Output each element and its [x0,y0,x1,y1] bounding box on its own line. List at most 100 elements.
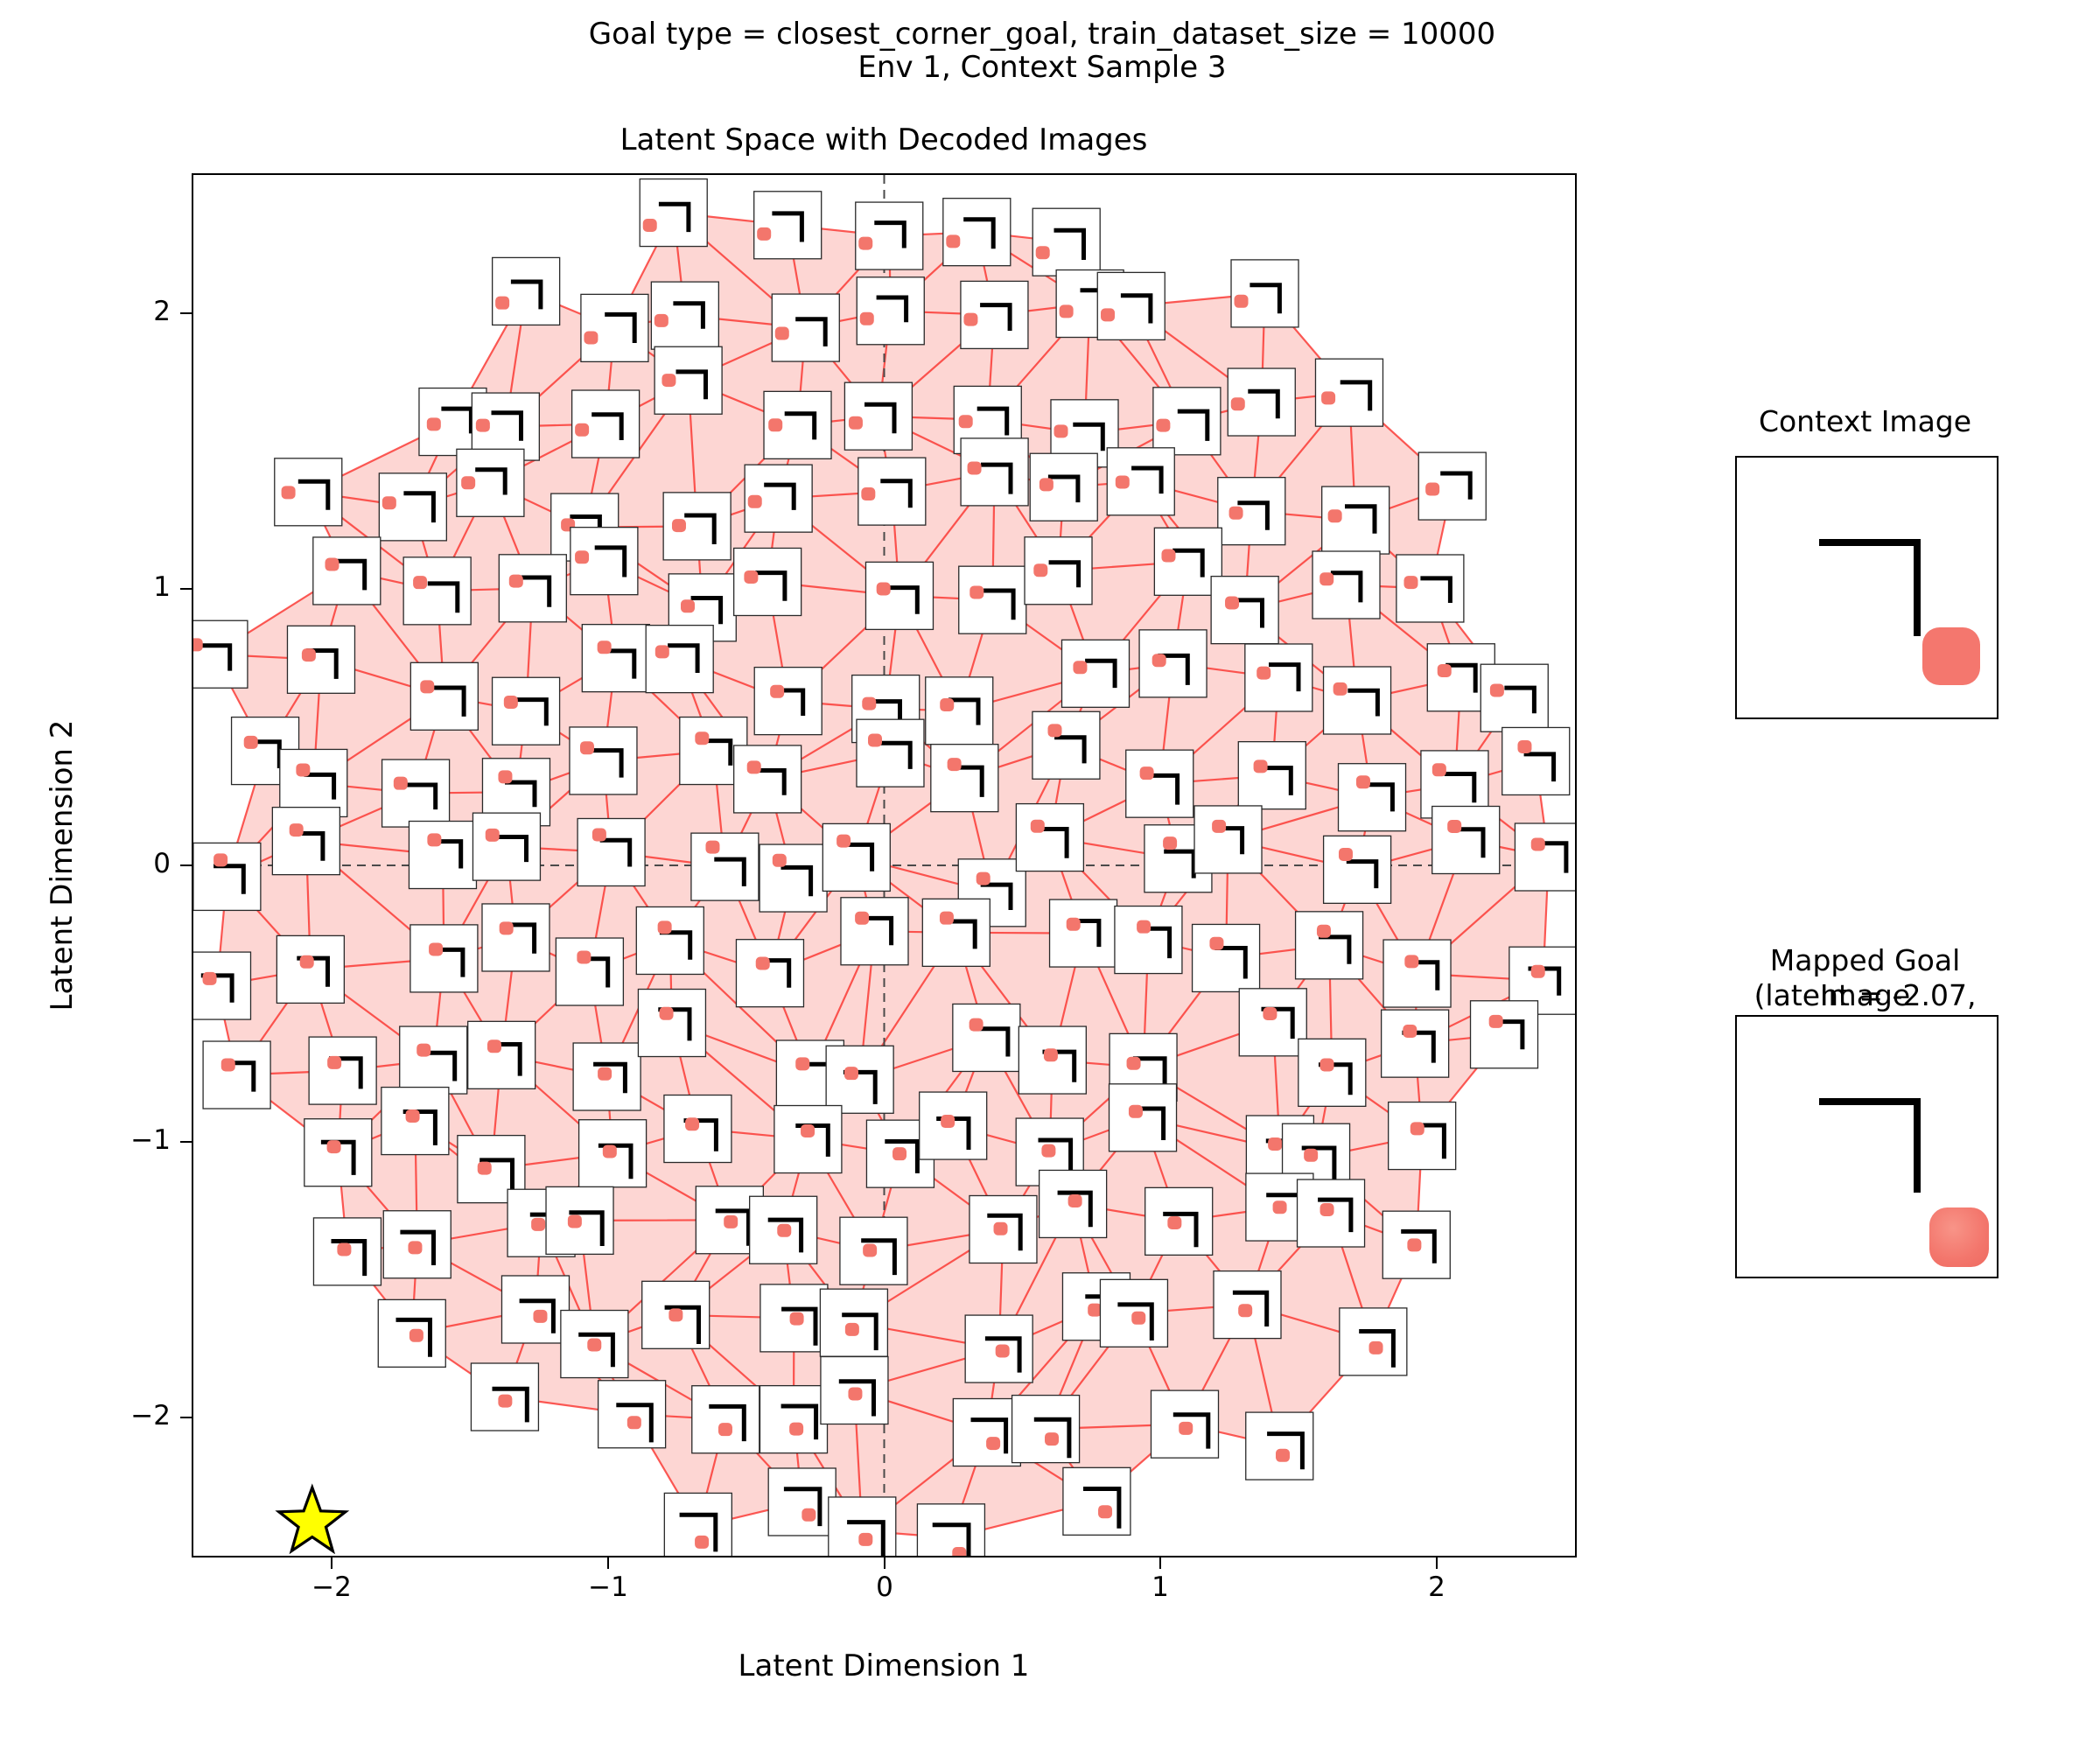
thumbnail-frame [1191,923,1261,993]
thumbnail-frame [1244,643,1313,712]
mapped-goal-image-panel [1735,1015,1998,1278]
corner-wall-glyph [298,479,331,510]
object-dot [413,576,428,590]
goal-star-marker [275,1483,350,1555]
corner-wall-glyph [304,772,337,800]
corner-wall-glyph [838,1379,876,1417]
object-dot [1234,294,1249,308]
decoded-thumbnail [377,1298,446,1368]
corner-wall-glyph [1037,827,1069,858]
decoded-thumbnail [555,937,625,1006]
decoded-thumbnail [1114,905,1183,975]
thumbnail-frame [1125,749,1194,818]
corner-wall-glyph [519,575,552,607]
object-dot [1054,424,1068,438]
decoded-thumbnail [570,527,639,596]
decoded-thumbnail [570,389,640,458]
decoded-thumbnail [942,198,1012,267]
decoded-thumbnail [472,812,542,881]
decoded-thumbnail [1388,1101,1457,1171]
corner-wall-glyph [605,312,637,343]
object-dot [420,680,435,694]
corner-wall-glyph [1172,548,1205,578]
thumbnail-frame [276,934,346,1004]
decoded-thumbnail [1038,1169,1108,1239]
decoded-thumbnail [1062,1466,1131,1536]
object-dot [1156,418,1171,432]
x-tick [884,1558,886,1569]
decoded-thumbnail [1322,835,1392,905]
decoded-thumbnail [759,844,828,913]
object-dot [1161,549,1176,563]
corner-wall-glyph [887,585,920,614]
object-dot [1320,572,1334,586]
corner-wall-glyph [1346,859,1379,889]
corner-wall-glyph [987,1213,1023,1251]
x-tick-label: −1 [588,1572,628,1603]
context-panel-title: Context Image [1758,404,1972,438]
thumbnail-frame [856,718,925,788]
goal-panel-title-line1: Mapped Goal Image [1769,943,1961,1012]
thumbnail-frame [1502,726,1571,796]
object-dot [1253,760,1268,774]
x-axis-label: Latent Dimension 1 [738,1648,1030,1684]
corner-wall-glyph [604,648,637,679]
decoded-thumbnail [1024,536,1093,606]
corner-wall-glyph [516,697,549,726]
decoded-thumbnail [1321,486,1390,555]
corner-wall-glyph [1523,752,1557,782]
thumbnail-frame [491,676,561,746]
corner-wall-glyph [781,1306,818,1346]
object-dot [1530,837,1545,851]
corner-wall-glyph [861,1238,897,1276]
thumbnail-frame [1032,710,1101,780]
decoded-thumbnail [964,1314,1033,1383]
decoded-thumbnail [1210,575,1279,645]
decoded-thumbnail [382,1210,452,1279]
object-dot [1410,1122,1424,1136]
object-dot [848,416,863,430]
corner-wall-glyph [592,412,624,440]
decoded-thumbnail [1032,207,1101,276]
object-dot [626,1416,641,1430]
object-dot [486,1040,501,1054]
decoded-thumbnail [1217,477,1286,546]
object-dot [970,585,984,599]
object-dot [844,1067,858,1081]
object-dot [1268,1137,1283,1151]
thumbnail-frame [825,1045,894,1114]
object-dot [976,872,990,886]
object-dot [862,696,877,710]
object-dot [575,550,590,564]
thumbnail-frame [856,276,925,346]
corner-wall-glyph [480,1158,514,1194]
object-dot [755,956,770,970]
thumbnail-frame [1032,207,1101,276]
thumbnail-frame [498,554,567,623]
object-dot [1115,475,1130,489]
thumbnail-frame [1294,911,1364,980]
thumbnail-frame [1296,1179,1366,1248]
object-dot [1263,1007,1278,1021]
thumbnail-frame [1194,805,1263,874]
object-dot [967,461,982,475]
corner-wall-glyph [1177,409,1210,441]
object-dot [1045,1432,1060,1446]
thumbnail-frame [1138,629,1208,698]
corner-wall-glyph [1536,841,1569,873]
decoded-thumbnail [690,832,760,901]
decoded-thumbnail [919,1091,988,1160]
decoded-thumbnail [960,280,1029,350]
decoded-thumbnail [654,346,723,415]
object-dot [744,570,759,584]
decoded-thumbnail [1322,666,1392,735]
object-dot [1035,246,1050,260]
object-dot [1209,936,1224,950]
object-dot [508,574,523,588]
corner-wall-glyph [970,1418,1009,1454]
corner-wall-glyph [676,369,708,400]
decoded-thumbnail [498,554,567,623]
decoded-thumbnail [408,820,478,890]
corner-wall-glyph [1232,598,1264,628]
object-dot [657,920,672,934]
